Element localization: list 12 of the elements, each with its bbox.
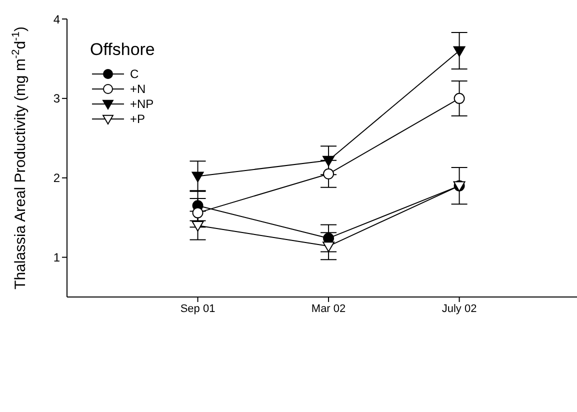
x-tick-label: Mar 02 (311, 302, 346, 315)
y-tick-label: 1 (53, 250, 60, 265)
legend-label: +P (130, 112, 146, 126)
y-tick-label: 2 (53, 171, 60, 186)
x-tick-label: July 02 (442, 302, 477, 315)
legend-label: C (130, 66, 139, 80)
legend-label: +NP (130, 96, 154, 110)
x-tick-label: Sep 01 (180, 302, 216, 315)
y-tick-label: 4 (53, 12, 60, 26)
legend-label: +N (130, 82, 146, 96)
y-tick-label: 3 (53, 92, 60, 106)
legend-title: Offshore (90, 40, 155, 60)
